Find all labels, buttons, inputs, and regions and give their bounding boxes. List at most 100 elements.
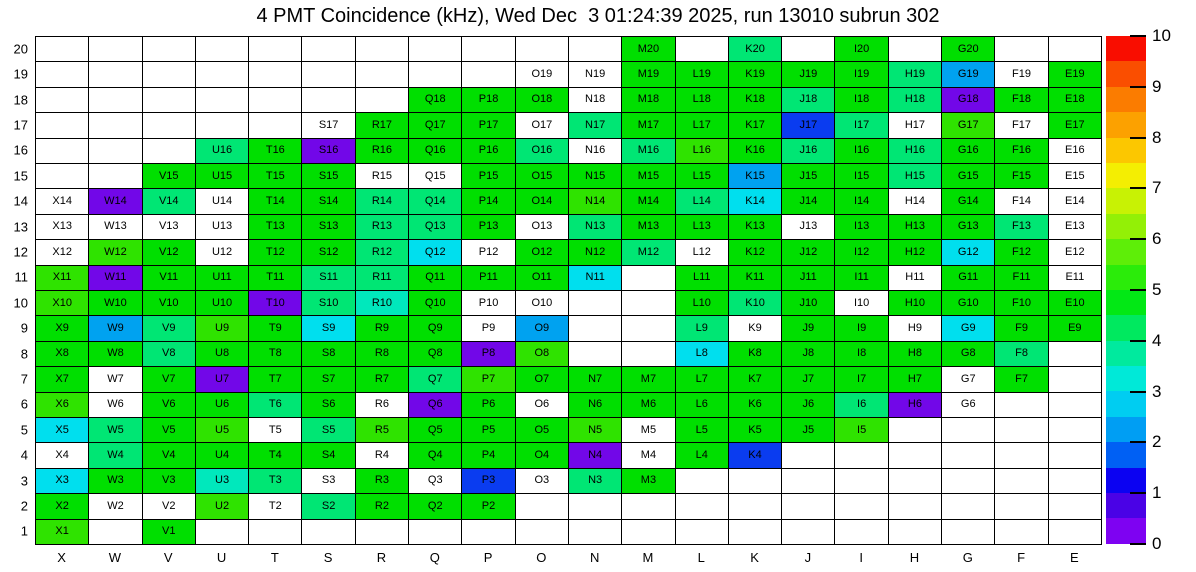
row-label-5: 5 <box>20 422 28 438</box>
row-label-4: 4 <box>20 447 28 463</box>
colorbar-band <box>1106 518 1146 544</box>
cell-N13: N13 <box>568 214 623 241</box>
cell-N14: N14 <box>568 189 623 215</box>
cell-E8 <box>1048 341 1102 368</box>
row-label-11: 11 <box>14 269 29 285</box>
cell-S15: S15 <box>302 163 356 190</box>
col-label-U: U <box>216 550 227 565</box>
row-label-6: 6 <box>20 396 28 412</box>
cell-J17: J17 <box>782 113 836 139</box>
cell-L4: L4 <box>675 443 729 469</box>
cell-L3 <box>675 468 729 495</box>
cell-R15: R15 <box>355 163 410 190</box>
cell-I18: I18 <box>835 87 889 114</box>
cell-R7: R7 <box>355 367 410 393</box>
cell-U14: U14 <box>195 189 250 215</box>
cell-J20 <box>782 37 836 63</box>
cell-X16 <box>36 138 90 164</box>
cell-N7: N7 <box>568 367 623 393</box>
cell-N2 <box>568 494 623 520</box>
colorbar-tick <box>1130 136 1146 139</box>
cell-I14: I14 <box>835 189 889 215</box>
cell-G11: G11 <box>942 265 996 291</box>
cell-V7: V7 <box>142 367 196 393</box>
colorbar-tick <box>1130 492 1146 495</box>
cell-G9: G9 <box>942 316 996 342</box>
cell-E20 <box>1048 37 1102 63</box>
cell-N12: N12 <box>568 240 623 266</box>
cell-K17: K17 <box>728 113 783 139</box>
cell-T8: T8 <box>249 341 303 368</box>
cell-M13: M13 <box>622 214 676 241</box>
colorbar-tick <box>1130 85 1146 88</box>
cell-X11: X11 <box>36 265 90 291</box>
cell-E10: E10 <box>1048 290 1102 317</box>
cell-H18: H18 <box>888 87 943 114</box>
cell-U13: U13 <box>195 214 250 241</box>
row-label-12: 12 <box>13 244 28 260</box>
cell-H20 <box>888 37 943 63</box>
cell-W1 <box>89 519 143 545</box>
cell-O5: O5 <box>515 417 569 444</box>
cell-S14: S14 <box>302 189 356 215</box>
cell-F7: F7 <box>995 367 1049 393</box>
cell-H13: H13 <box>888 214 943 241</box>
cell-H10: H10 <box>888 290 943 317</box>
cell-E3 <box>1048 468 1102 495</box>
colorbar-band <box>1106 315 1146 341</box>
cell-U20 <box>195 37 250 63</box>
colorbar <box>1106 36 1146 544</box>
cell-M4: M4 <box>622 443 676 469</box>
cell-X2: X2 <box>36 494 90 520</box>
cell-R19 <box>355 62 410 88</box>
cell-P18: P18 <box>462 87 516 114</box>
cell-T2: T2 <box>249 494 303 520</box>
cell-P2: P2 <box>462 494 516 520</box>
cell-L13: L13 <box>675 214 729 241</box>
cell-S19 <box>302 62 356 88</box>
cell-S10: S10 <box>302 290 356 317</box>
cell-K8: K8 <box>728 341 783 368</box>
cell-W6: W6 <box>89 392 143 418</box>
cell-E5 <box>1048 417 1102 444</box>
cell-W14: W14 <box>89 189 143 215</box>
cell-O14: O14 <box>515 189 569 215</box>
row-label-17: 17 <box>13 117 28 133</box>
col-label-K: K <box>750 550 759 565</box>
cell-H9: H9 <box>888 316 943 342</box>
cell-G6: G6 <box>942 392 996 418</box>
cell-R12: R12 <box>355 240 410 266</box>
col-label-V: V <box>163 550 173 565</box>
cell-L11: L11 <box>675 265 729 291</box>
cell-Q17: Q17 <box>409 113 463 139</box>
colorbar-band <box>1106 112 1146 138</box>
cell-V6: V6 <box>142 392 196 418</box>
col-label-P: P <box>483 550 493 565</box>
cell-Q13: Q13 <box>409 214 463 241</box>
cell-O10: O10 <box>515 290 569 317</box>
cell-X20 <box>36 37 90 63</box>
cell-I15: I15 <box>835 163 889 190</box>
cell-U9: U9 <box>195 316 250 342</box>
cell-K11: K11 <box>728 265 783 291</box>
cell-H6: H6 <box>888 392 943 418</box>
cell-V1: V1 <box>142 519 196 545</box>
cell-W11: W11 <box>89 265 143 291</box>
cell-E13: E13 <box>1048 214 1102 241</box>
col-label-M: M <box>642 550 654 565</box>
cell-T9: T9 <box>249 316 303 342</box>
cell-K18: K18 <box>728 87 783 114</box>
cell-P19 <box>462 62 516 88</box>
cell-F20 <box>995 37 1049 63</box>
col-label-R: R <box>376 550 387 565</box>
cell-W13: W13 <box>89 214 143 241</box>
cell-W19 <box>89 62 143 88</box>
cell-I11: I11 <box>835 265 889 291</box>
cell-W2: W2 <box>89 494 143 520</box>
cell-E12: E12 <box>1048 240 1102 266</box>
cell-I8: I8 <box>835 341 889 368</box>
cell-Q4: Q4 <box>409 443 463 469</box>
col-label-O: O <box>536 550 547 565</box>
cell-R13: R13 <box>355 214 410 241</box>
